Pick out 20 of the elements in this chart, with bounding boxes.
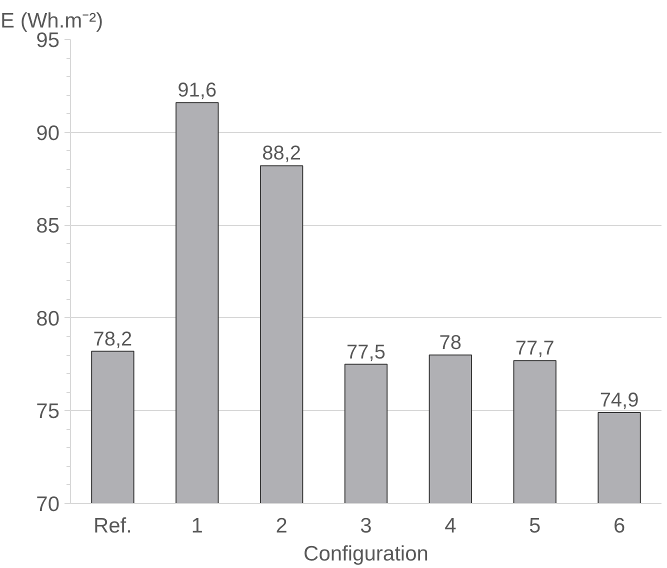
data-label: 91,6 [178, 80, 217, 102]
y-tick-label: 85 [36, 214, 60, 238]
x-tick-label: 1 [191, 514, 203, 538]
x-tick-label: 2 [276, 514, 288, 538]
y-tick-label: 70 [36, 493, 60, 516]
data-label: 74,9 [600, 390, 639, 412]
x-tick-label: 5 [529, 514, 541, 538]
x-tick-label: 4 [444, 514, 457, 538]
y-tick-label: 80 [36, 307, 60, 330]
data-label: 88,2 [262, 142, 302, 165]
y-tick-label: 75 [36, 400, 60, 424]
x-tick-label: 3 [360, 514, 372, 538]
x-tick-label: Ref. [93, 514, 132, 538]
data-label: 77,5 [346, 341, 386, 364]
data-label: 77,7 [515, 338, 554, 360]
x-axis-title: Configuration [304, 542, 428, 566]
data-label: 78 [439, 332, 462, 354]
y-tick-label: 90 [36, 122, 60, 145]
x-tick-label: 6 [613, 514, 626, 538]
data-label: 78,2 [93, 328, 132, 350]
